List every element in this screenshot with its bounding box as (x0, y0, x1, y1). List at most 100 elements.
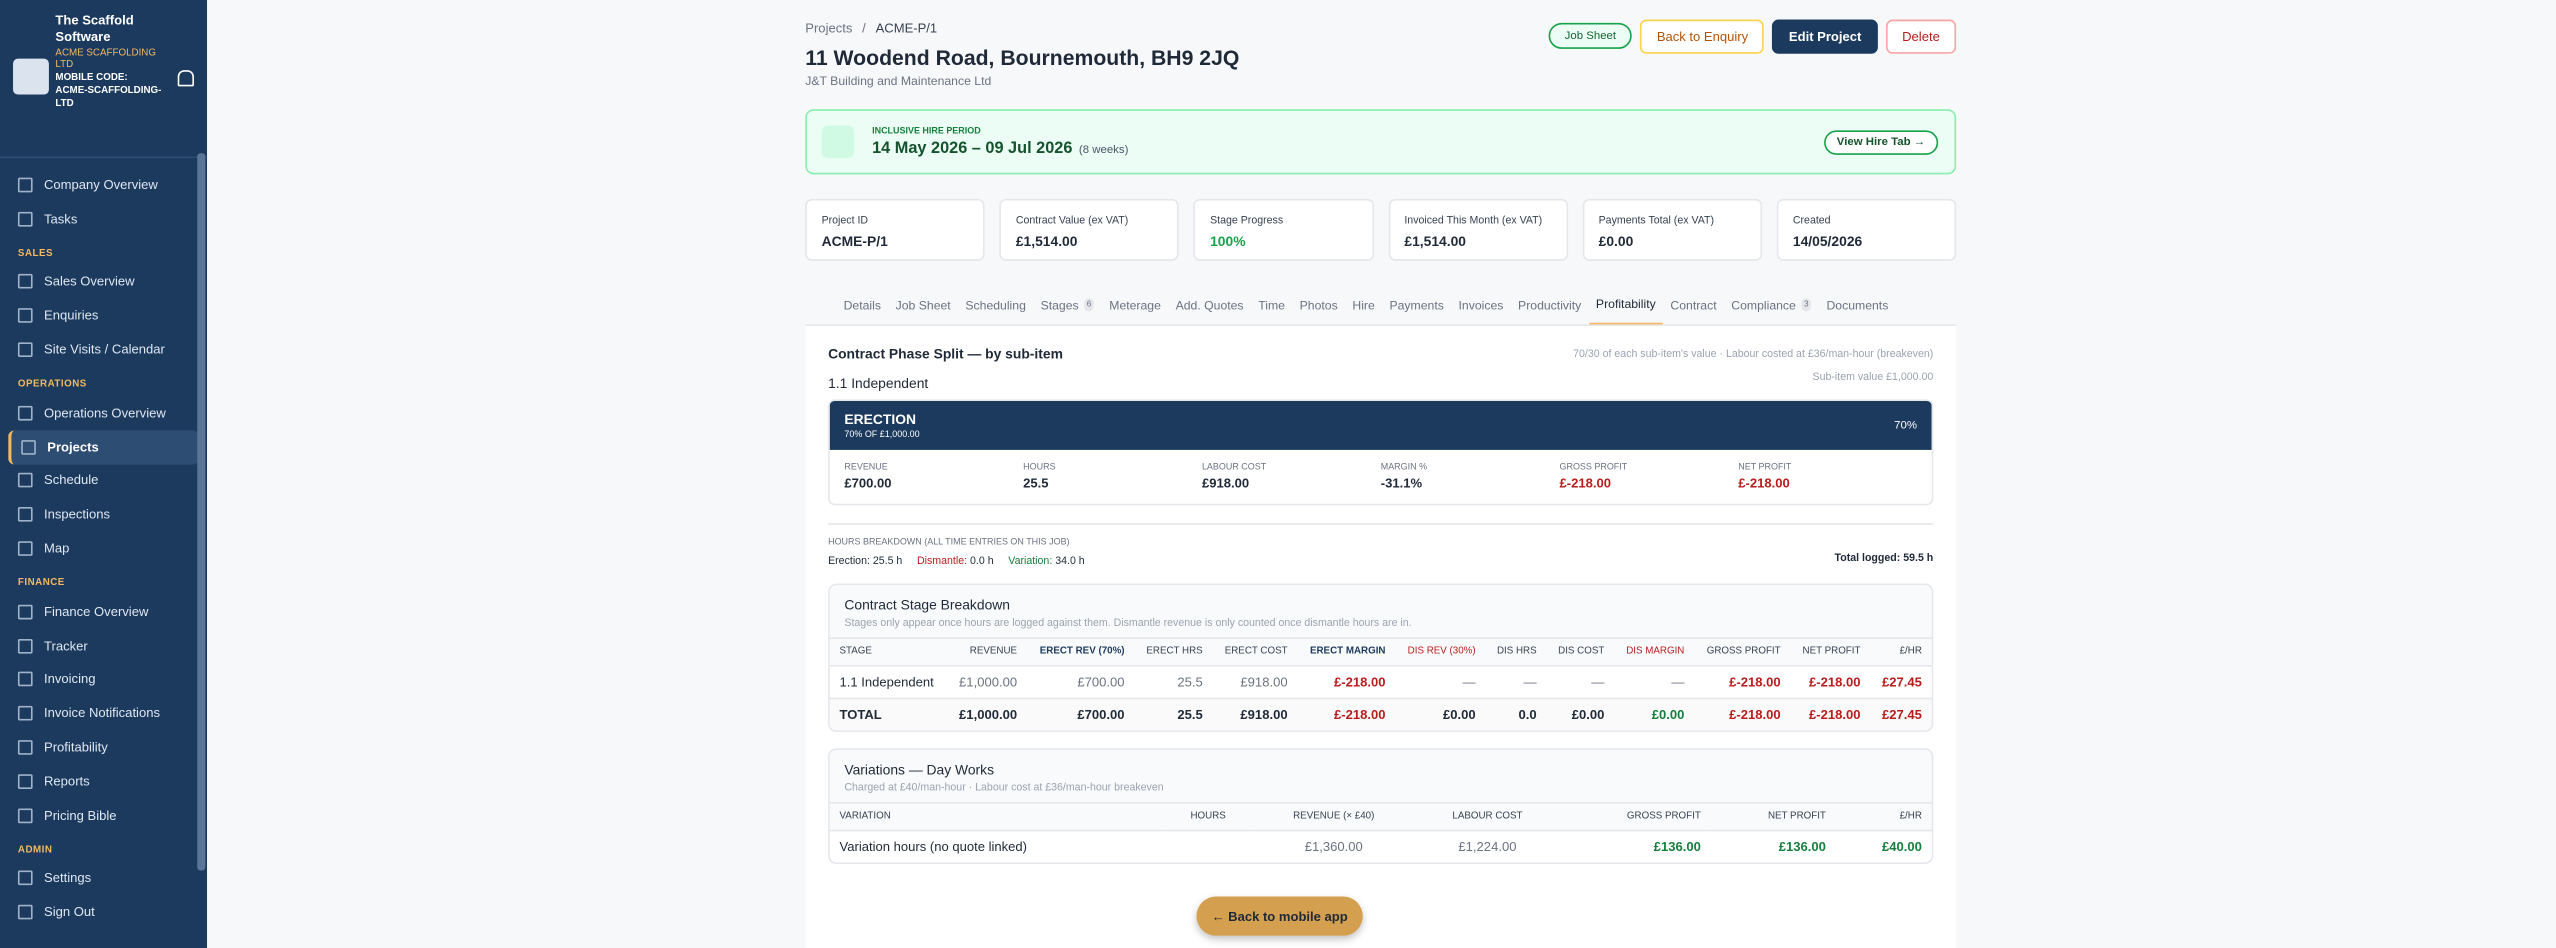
btn[interactable]: Job Sheet (1548, 22, 1633, 49)
tab[interactable]: Add. Quotes (1168, 285, 1251, 324)
cell: £1,224.00 (1458, 839, 1517, 855)
navitem[interactable]: Invoice Notifications (8, 697, 199, 731)
mlab: GROSS PROFIT (1559, 462, 1628, 473)
pnote: Sub-item value £1,000.00 (1812, 370, 1934, 383)
hval: 25.5 h (872, 555, 903, 568)
brand: The Scaffold Software (55, 13, 134, 45)
navitem[interactable]: Tracker (8, 629, 199, 663)
tab[interactable]: Contract (1663, 285, 1724, 324)
crumb-item[interactable]: Projects (805, 21, 853, 36)
mval: 25.5 (1023, 475, 1049, 491)
ic (17, 308, 33, 324)
navitem[interactable]: Sign Out (8, 895, 199, 929)
navitem[interactable]: Map (8, 532, 199, 566)
tab-label: Compliance (1731, 297, 1796, 313)
mcode: ACME-SCAFFOLDING-LTD (55, 86, 162, 110)
navitem[interactable]: Sales Overview (8, 265, 199, 299)
cell (1164, 831, 1253, 863)
hlabel: INCLUSIVE HIRE PERIOD (872, 126, 981, 137)
btn[interactable]: Delete (1885, 19, 1957, 54)
ic (17, 604, 33, 620)
cell: £-218.00 (1694, 697, 1791, 731)
cell: £1,000.00 (959, 674, 1018, 690)
float[interactable]: ← Back to mobile app (1196, 896, 1363, 936)
tab[interactable]: Job Sheet (888, 285, 958, 324)
column-header: £/HR (1835, 802, 1932, 832)
pname: ERECTION (844, 410, 916, 428)
tab[interactable]: Scheduling (958, 285, 1033, 324)
card: Variations — Day Works Charged at £40/man… (828, 748, 1934, 864)
navitem[interactable]: Company Overview (8, 168, 199, 202)
span: 14 May 2026 – 09 Jul 2026 (872, 139, 1073, 158)
scroll (197, 153, 206, 871)
tab[interactable]: Profitability (1588, 285, 1664, 325)
navitem[interactable]: Settings (8, 862, 199, 896)
tab[interactable]: Productivity (1511, 285, 1589, 324)
pnote: 70/30 of each sub-item's value · Labour … (1573, 348, 1934, 360)
tab-label: Hire (1352, 297, 1375, 313)
phead: ERECTION 70% OF £1,000.00 70% (829, 401, 1932, 450)
mlab: HOURS (1023, 462, 1056, 473)
column-header: ERECT REV (70%) (1026, 637, 1135, 667)
navitem[interactable]: Profitability (8, 731, 199, 765)
total: TOTAL £1,000.00 £700.00 25.5 £918.00 £-218.00… (829, 697, 1932, 731)
bell[interactable] (177, 70, 194, 87)
navitem[interactable]: Projects (8, 429, 199, 464)
hbtn[interactable]: View Hire Tab → (1823, 129, 1939, 155)
column-header: GROSS PROFIT (1559, 802, 1711, 832)
cell: £0.00 (1546, 697, 1615, 731)
svalue: £1,514.00 (1404, 233, 1467, 250)
mlab: MARGIN % (1380, 462, 1428, 473)
mlabel: MOBILE CODE: (55, 73, 128, 84)
mval: £-218.00 (1738, 475, 1790, 491)
navitem[interactable]: Enquiries (8, 299, 199, 333)
nav-label: Pricing Bible (44, 807, 117, 823)
hlab: Variation: (1008, 555, 1053, 568)
navitem[interactable]: Site Visits / Calendar (8, 333, 199, 367)
column-header: GROSS PROFIT (1694, 637, 1791, 667)
tab[interactable]: Stages 6 (1033, 285, 1102, 324)
tab[interactable]: Time (1251, 285, 1292, 324)
nav-label: Invoicing (44, 672, 96, 688)
tab[interactable]: Invoices (1451, 285, 1511, 324)
hlab: Erection: (828, 555, 870, 568)
hweeks: (8 weeks) (1078, 144, 1129, 156)
navitem[interactable]: Pricing Bible (8, 798, 199, 832)
crumb-item: / (862, 21, 866, 36)
navitem[interactable]: Operations Overview (8, 396, 199, 430)
cell: 0.0 (1485, 697, 1547, 731)
st: STAGE REVENUE ERECT REV (70%) ERECT HRS EREC… (829, 637, 1932, 731)
column-header: DIS HRS (1485, 637, 1547, 667)
cell: Variation hours (no quote linked) (839, 839, 1028, 855)
div: ERECTION 70% OF £1,000.00 (844, 411, 919, 440)
stats: Project ID ACME-P/1 Contract Value (ex VAT… (805, 198, 1957, 261)
navitem[interactable]: Tasks (8, 202, 199, 236)
ic (21, 439, 36, 455)
navitem[interactable]: Inspections (8, 498, 199, 532)
slabel: Contract Value (ex VAT) (1015, 215, 1129, 227)
tab[interactable]: Payments (1382, 285, 1451, 324)
tab[interactable]: Photos (1292, 285, 1345, 324)
svalue: 100% (1210, 233, 1246, 250)
tab[interactable]: Documents (1819, 285, 1896, 324)
navitem[interactable]: Reports (8, 764, 199, 798)
btn[interactable]: Edit Project (1772, 19, 1878, 54)
tab-label: Stages (1040, 297, 1079, 313)
column-header: NET PROFIT (1790, 637, 1871, 667)
slabel: Payments Total (ex VAT) (1598, 215, 1715, 227)
tab[interactable]: Details (836, 285, 888, 324)
tab[interactable]: Meterage (1102, 285, 1168, 324)
navitem[interactable]: Invoicing (8, 663, 199, 697)
svalue: 14/05/2026 (1792, 233, 1863, 250)
nav-label: Reports (44, 774, 90, 789)
btn[interactable]: Back to Enquiry (1640, 19, 1765, 54)
tab[interactable]: Hire (1345, 285, 1382, 324)
hours: HOURS BREAKDOWN (ALL TIME ENTRIES ON THI… (828, 523, 1934, 568)
navitem[interactable]: Schedule (8, 464, 199, 498)
ic (17, 541, 33, 556)
navitem[interactable]: Finance Overview (8, 595, 199, 629)
nav-label: Profitability (44, 740, 108, 755)
tab[interactable]: Compliance 3 (1724, 285, 1819, 324)
tab-label: Photos (1299, 297, 1338, 313)
cell: £-218.00 (1729, 674, 1781, 690)
